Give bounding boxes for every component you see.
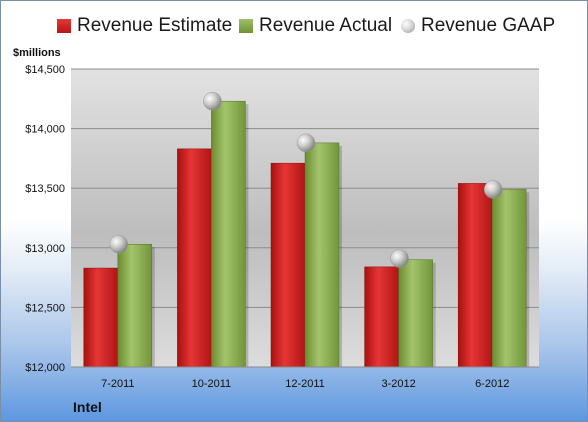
legend-swatch-estimate: [57, 19, 71, 33]
bar-actual: [398, 259, 433, 368]
bar-estimate: [177, 148, 212, 368]
bar-estimate: [364, 266, 399, 368]
bar-estimate: [270, 162, 306, 368]
gaap-marker: [296, 133, 316, 153]
gaap-marker: [483, 180, 503, 199]
legend-item-actual: Revenue Actual: [239, 15, 392, 37]
y-axis-ticks: $12,000 $12,500 $13,000 $13,500 $14,000 $14,5…: [25, 64, 65, 374]
x-tick-label: 7-2011: [101, 378, 134, 390]
bars: [83, 100, 530, 368]
y-tick-label: $13,500: [25, 183, 65, 195]
bar-estimate: [457, 183, 493, 368]
legend-label-gaap: Revenue GAAP: [421, 15, 556, 36]
gaap-marker: [390, 249, 409, 268]
x-tick-label: 12-2011: [285, 378, 325, 390]
bar-estimate: [83, 267, 119, 368]
legend-item-gaap: Revenue GAAP: [401, 15, 555, 37]
bar-actual: [304, 142, 340, 368]
company-name: Intel: [73, 399, 102, 415]
bar-actual: [491, 189, 527, 368]
gaap-marker: [109, 234, 129, 254]
x-tick-label: 6-2012: [475, 378, 509, 390]
y-tick-label: $13,000: [25, 243, 65, 255]
x-tick-label: 3-2012: [381, 378, 415, 390]
legend-label-actual: Revenue Actual: [259, 15, 393, 36]
legend-swatch-actual: [239, 19, 253, 33]
y-tick-label: $14,500: [25, 64, 65, 76]
legend-item-estimate: Revenue Estimate: [57, 15, 232, 37]
legend-label-estimate: Revenue Estimate: [77, 15, 233, 36]
y-tick-label: $12,000: [25, 362, 65, 374]
y-tick-label: $12,500: [25, 302, 65, 314]
y-tick-label: $14,000: [25, 124, 65, 136]
legend: Revenue Estimate Revenue Actual Revenue …: [1, 15, 587, 43]
x-axis-ticks: 7-2011 10-2011 12-2011 3-2012 6-2012: [101, 378, 509, 390]
bar-actual: [211, 100, 246, 368]
y-axis-unit-label: $millions: [13, 47, 61, 59]
gaap-marker: [203, 91, 222, 111]
bar-actual: [117, 243, 153, 368]
x-tick-label: 10-2011: [192, 378, 232, 390]
gaap-markers: [109, 91, 503, 268]
legend-swatch-gaap: [401, 19, 415, 33]
